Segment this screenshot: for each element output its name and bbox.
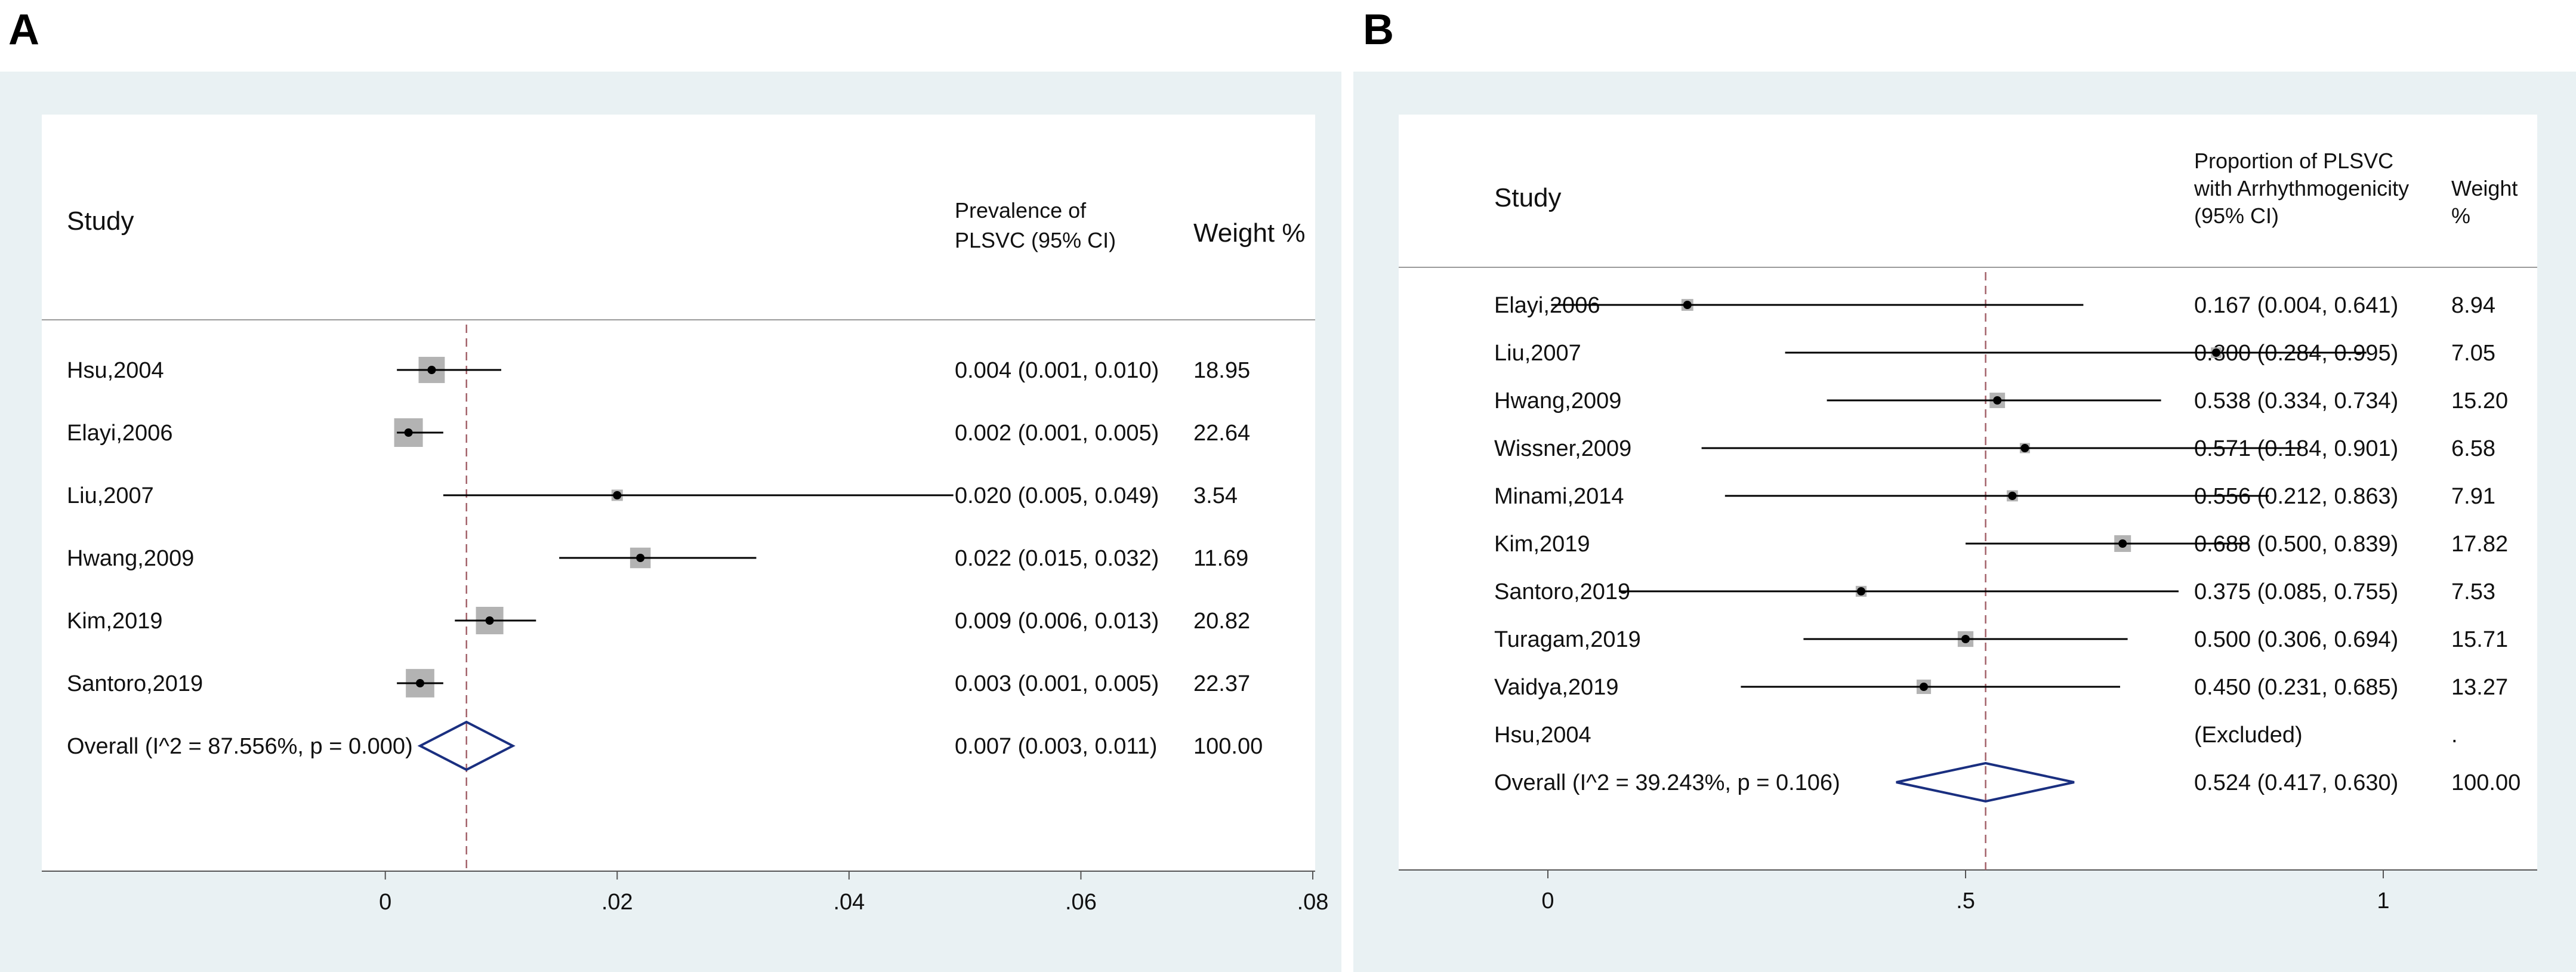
study-label: Liu,2007 <box>1494 341 1581 366</box>
study-ci-text: 0.020 (0.005, 0.049) <box>955 483 1159 508</box>
study-ci-text: 0.538 (0.334, 0.734) <box>2194 388 2398 414</box>
overall-label: Overall (I^2 = 87.556%, p = 0.000) <box>67 734 413 759</box>
header-weight: Weight % <box>1193 218 1306 248</box>
study-ci-text: 0.003 (0.001, 0.005) <box>955 671 1159 696</box>
study-label: Vaidya,2019 <box>1494 675 1618 700</box>
overall-weight: 100.00 <box>2451 770 2521 795</box>
header-weight-line1: Weight <box>2451 176 2518 200</box>
study-label: Wissner,2009 <box>1494 436 1631 461</box>
study-ci-text: 0.167 (0.004, 0.641) <box>2194 293 2398 318</box>
study-point <box>2212 348 2220 357</box>
study-label: Santoro,2019 <box>67 671 203 696</box>
study-ci-text: 0.500 (0.306, 0.694) <box>2194 627 2398 652</box>
study-ci-text: 0.009 (0.006, 0.013) <box>955 609 1159 634</box>
study-label: Turagam,2019 <box>1494 627 1641 652</box>
study-label: Kim,2019 <box>1494 532 1590 557</box>
study-point <box>636 554 645 562</box>
study-label: Hwang,2009 <box>67 546 194 571</box>
overall-ci-text: 0.524 (0.417, 0.630) <box>2194 770 2398 795</box>
overall-ci-text: 0.007 (0.003, 0.011) <box>955 734 1157 759</box>
study-ci-text: 0.004 (0.001, 0.010) <box>955 358 1159 383</box>
x-tick-label: 0 <box>379 890 391 915</box>
x-tick-label: 0 <box>1541 888 1554 914</box>
study-weight: 7.91 <box>2451 484 2495 509</box>
study-point <box>1857 587 1865 595</box>
study-weight: 22.37 <box>1193 671 1250 696</box>
study-point <box>2118 539 2127 548</box>
header-estimate-line1: Proportion of PLSVC <box>2194 149 2393 173</box>
study-weight: 22.64 <box>1193 421 1250 446</box>
study-ci-text: 0.450 (0.231, 0.685) <box>2194 675 2398 700</box>
panel-b-plot-area <box>1399 115 2537 870</box>
study-point <box>404 428 413 437</box>
header-weight-line2: % <box>2451 203 2470 228</box>
panel-a-plot-area <box>42 115 1315 871</box>
study-ci-text: 0.002 (0.001, 0.005) <box>955 421 1159 446</box>
study-point <box>2008 492 2017 500</box>
study-weight: 7.53 <box>2451 579 2495 604</box>
study-weight: 15.20 <box>2451 388 2508 414</box>
study-weight: 11.69 <box>1193 546 1248 571</box>
study-point <box>1993 396 2002 405</box>
study-ci-text: 0.375 (0.085, 0.755) <box>2194 579 2398 604</box>
x-tick-label: .04 <box>833 890 865 915</box>
overall-label: Overall (I^2 = 39.243%, p = 0.106) <box>1494 770 1840 795</box>
overall-weight: 100.00 <box>1193 734 1263 759</box>
study-point <box>613 491 622 499</box>
study-weight: 20.82 <box>1193 609 1250 634</box>
study-label: Santoro,2019 <box>1494 579 1630 604</box>
study-ci-text: 0.022 (0.015, 0.032) <box>955 546 1159 571</box>
header-estimate-line3: (95% CI) <box>2194 203 2279 228</box>
x-tick-label: .02 <box>601 890 633 915</box>
x-tick-label: .5 <box>1956 888 1975 914</box>
study-weight: 17.82 <box>2451 532 2508 557</box>
panel-a-label: A <box>8 6 39 54</box>
overall-diamond <box>417 720 516 772</box>
panel-b-label: B <box>1363 6 1394 54</box>
x-tick-label: 1 <box>2377 888 2389 914</box>
study-weight: 15.71 <box>2451 627 2508 652</box>
header-estimate-line2: PLSVC (95% CI) <box>955 228 1116 252</box>
study-label: Hsu,2004 <box>1494 723 1591 748</box>
study-label: Kim,2019 <box>67 609 163 634</box>
study-point <box>485 616 494 625</box>
header-study: Study <box>67 206 134 236</box>
study-point <box>1683 301 1692 309</box>
study-point <box>1961 635 1970 643</box>
study-point <box>2020 444 2029 452</box>
x-tick-label: .08 <box>1297 890 1329 915</box>
study-ci-text: (Excluded) <box>2194 723 2303 748</box>
x-tick-label: .06 <box>1065 890 1097 915</box>
study-weight: 7.05 <box>2451 341 2495 366</box>
study-weight: 13.27 <box>2451 675 2508 700</box>
study-label: Hsu,2004 <box>67 358 164 383</box>
study-label: Elayi,2006 <box>67 421 172 446</box>
overall-diamond <box>1896 761 2075 803</box>
study-weight: . <box>2451 723 2458 748</box>
study-weight: 8.94 <box>2451 293 2495 318</box>
header-estimate-line1: Prevalence of <box>955 198 1087 223</box>
study-label: Hwang,2009 <box>1494 388 1621 414</box>
study-point <box>1920 683 1928 691</box>
forest-plot-a: Study Prevalence of PLSVC (95% CI) Weight %… <box>42 198 1329 915</box>
header-estimate-line2: with Arrhythmogenicity <box>2194 176 2409 200</box>
study-point <box>427 366 436 374</box>
header-study: Study <box>1494 183 1562 212</box>
study-weight: 3.54 <box>1193 483 1238 508</box>
study-weight: 6.58 <box>2451 436 2495 461</box>
study-label: Liu,2007 <box>67 483 154 508</box>
study-weight: 18.95 <box>1193 358 1250 383</box>
study-label: Minami,2014 <box>1494 484 1624 509</box>
study-point <box>416 679 424 687</box>
